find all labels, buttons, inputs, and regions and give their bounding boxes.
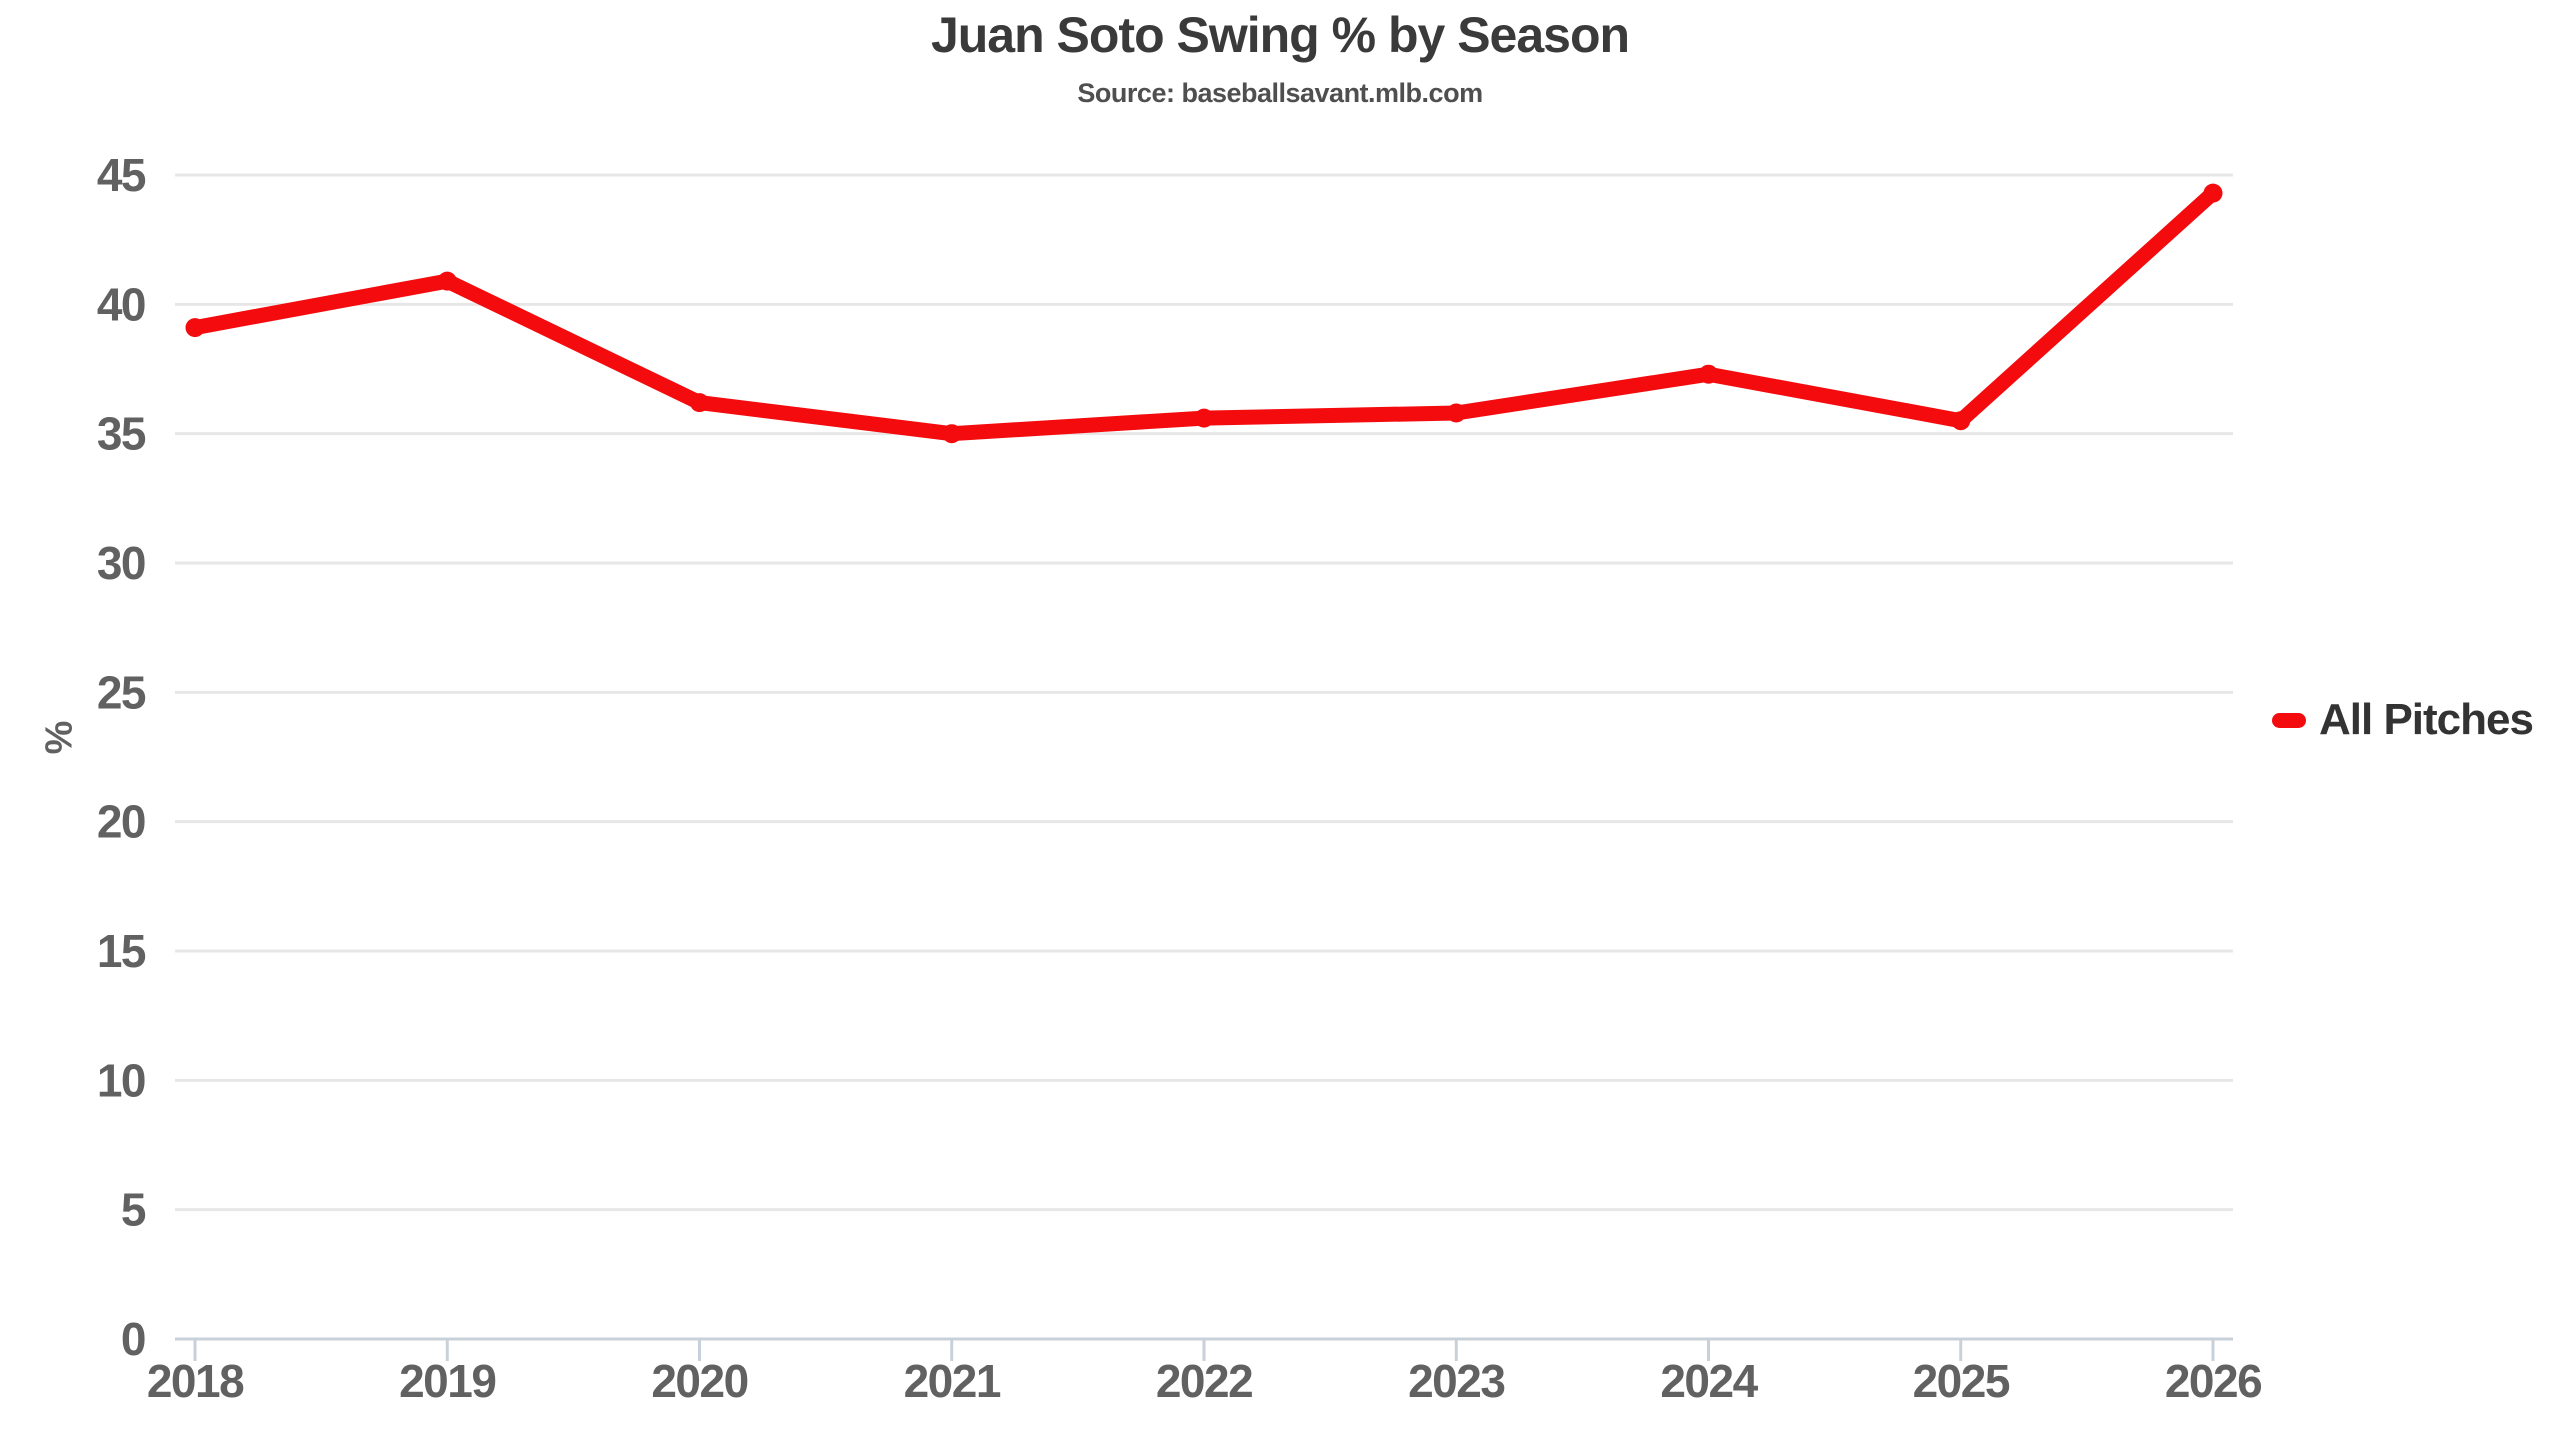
y-axis-title: % <box>38 720 81 755</box>
data-point-marker[interactable] <box>2203 183 2223 203</box>
x-tick-label: 2025 <box>1913 1355 2010 1407</box>
x-tick-label: 2023 <box>1408 1355 1504 1407</box>
x-tick-label: 2020 <box>651 1355 747 1407</box>
y-tick-label: 30 <box>97 537 145 589</box>
y-tick-label: 5 <box>121 1184 146 1236</box>
y-tick-label: 20 <box>97 796 145 848</box>
x-tick-label: 2018 <box>147 1355 244 1407</box>
x-tick-label: 2022 <box>1156 1355 1252 1407</box>
chart-subtitle: Source: baseballsavant.mlb.com <box>1077 78 1483 108</box>
chart-title: Juan Soto Swing % by Season <box>930 7 1630 63</box>
y-tick-label: 10 <box>97 1054 145 1106</box>
data-point-marker[interactable] <box>185 318 205 338</box>
series-line-all-pitches[interactable] <box>187 185 2221 442</box>
y-tick-label: 15 <box>97 925 146 977</box>
x-tick-label: 2024 <box>1660 1355 1758 1407</box>
x-tick-label: 2026 <box>2165 1355 2261 1407</box>
data-point-marker[interactable] <box>1446 403 1466 423</box>
y-tick-label: 35 <box>97 408 146 460</box>
data-point-marker[interactable] <box>1951 411 1971 431</box>
data-point-marker[interactable] <box>1699 364 1718 384</box>
data-point-marker[interactable] <box>1194 408 1214 428</box>
data-point-marker[interactable] <box>690 393 709 413</box>
legend-series-marker-icon <box>2272 712 2306 728</box>
x-tick-label: 2021 <box>904 1355 1001 1407</box>
legend-item-all-pitches[interactable]: All Pitches <box>2272 695 2534 745</box>
y-tick-label: 25 <box>97 666 146 718</box>
legend-label: All Pitches <box>2319 695 2534 744</box>
data-point-marker[interactable] <box>942 424 962 444</box>
y-tick-label: 45 <box>97 149 146 201</box>
data-point-marker[interactable] <box>437 271 457 291</box>
x-tick-label: 2019 <box>399 1355 495 1407</box>
y-tick-label: 0 <box>121 1313 145 1365</box>
y-tick-label: 40 <box>97 278 145 330</box>
